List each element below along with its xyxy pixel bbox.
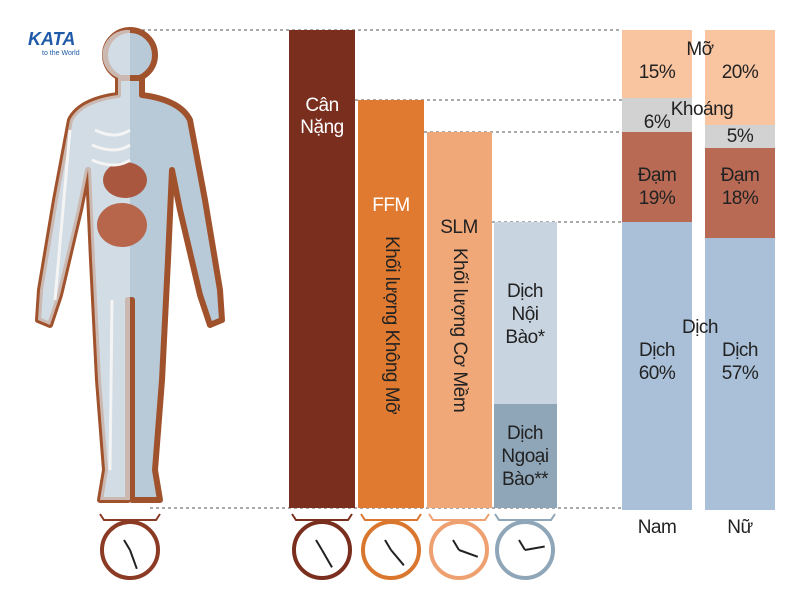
ffm-label: FFM	[372, 195, 410, 216]
clock-bracket	[494, 513, 556, 521]
clock-bracket	[99, 513, 161, 521]
female-mineral: 5%	[727, 126, 754, 147]
clock-hand	[384, 539, 392, 551]
male-water-label: Dịch	[639, 340, 675, 361]
clock-hand	[458, 549, 479, 558]
male-water: 60%	[639, 363, 676, 384]
clock-bracket	[428, 513, 490, 521]
fat-label: Mỡ	[686, 39, 713, 60]
female-water: 57%	[722, 363, 759, 384]
clock-bracket	[291, 513, 353, 521]
ecf-label: Dịch Ngoại Bào**	[501, 423, 549, 490]
logo-tagline: to the World	[42, 50, 80, 57]
water-label: Dịch	[682, 317, 718, 338]
male-bar	[622, 30, 692, 510]
female-label: Nữ	[727, 517, 753, 538]
clock-bracket	[360, 513, 422, 521]
male-mineral: 6%	[644, 112, 671, 133]
clock-hand	[518, 539, 526, 551]
female-protein: 18%	[722, 188, 759, 209]
male-label: Nam	[638, 517, 677, 538]
weight-label: Cân Nặng	[300, 95, 343, 138]
clock-hand	[321, 549, 333, 568]
male-protein: 19%	[639, 188, 676, 209]
icf-label: Dịch Nội Bào*	[505, 281, 545, 348]
mineral-label: Khoáng	[671, 99, 734, 120]
male-protein-label: Đạm	[638, 165, 677, 186]
ffm-column	[358, 100, 424, 508]
logo-name: KATA	[28, 29, 75, 49]
clocks	[99, 513, 556, 580]
slm-label: SLM	[440, 217, 478, 238]
weight-column	[289, 30, 355, 508]
clock-hand	[315, 539, 323, 551]
female-water-label: Dịch	[722, 340, 758, 361]
slm-column	[427, 132, 492, 508]
male-fat: 15%	[639, 62, 676, 83]
ffm-vertical: Khối lượng Không Mỡ	[381, 236, 402, 414]
female-protein-label: Đạm	[721, 165, 760, 186]
clock-hand	[524, 545, 545, 551]
clock-hand	[390, 549, 405, 566]
female-fat: 20%	[722, 62, 759, 83]
clock-hand	[129, 549, 138, 570]
clock-hand	[452, 539, 460, 551]
female-bar	[705, 30, 775, 510]
clock-hand	[123, 539, 131, 551]
body-figure	[35, 27, 225, 503]
icf-column	[494, 222, 557, 404]
ecf-column	[494, 404, 557, 508]
slm-vertical: Khối lượng Cơ Mềm	[449, 248, 470, 412]
